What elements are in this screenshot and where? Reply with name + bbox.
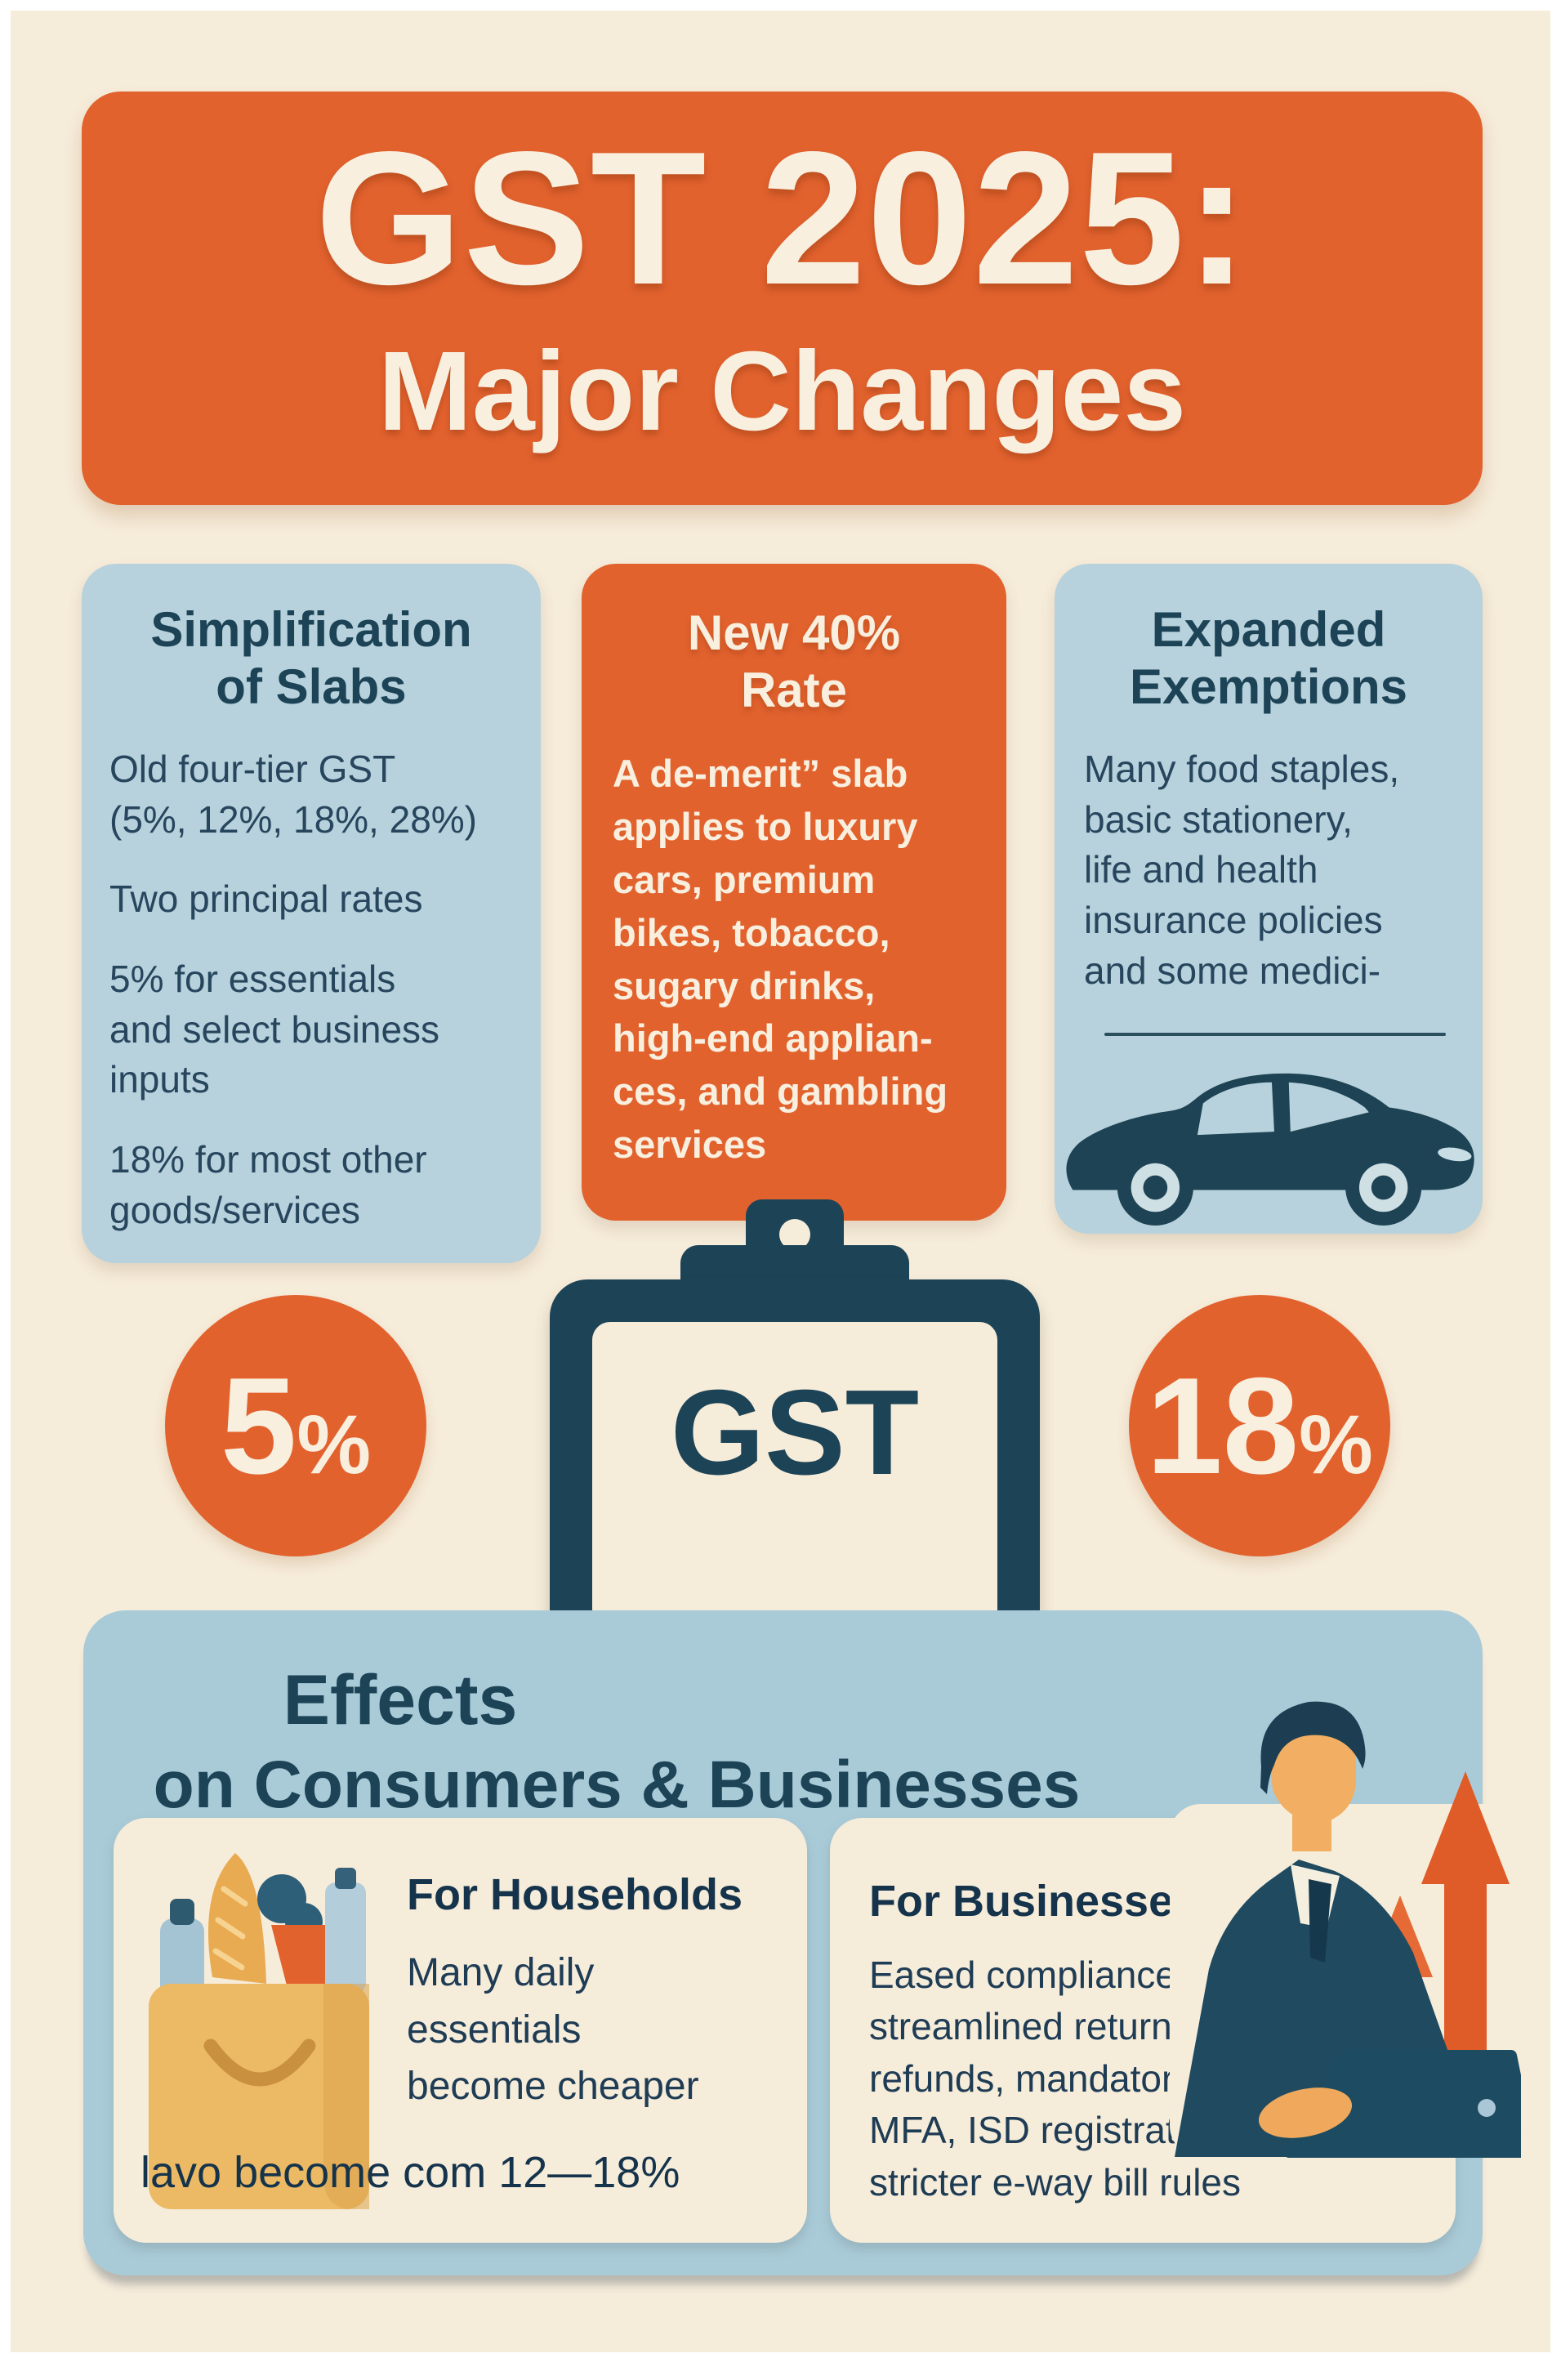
rate-number: 5 [220,1348,297,1503]
card-simplification-of-slabs: Simplification of Slabs Old four-tier GS… [82,564,541,1263]
rate-text: 18% [1146,1347,1373,1505]
businesses-body: Eased compliance streamlined returns, re… [869,1954,1287,2204]
slab-paragraph: 5% for essentials and select business in… [109,958,440,1101]
slab-paragraph: 18% for most other goods/services [109,1137,427,1231]
card-title: Expanded Exemptions [1129,602,1408,714]
page-subtitle: Major Changes [377,328,1187,454]
households-note: lavo become com 12—18% [140,2148,680,2197]
businessman-laptop-icon [1170,1701,1521,2158]
card-expanded-exemptions: Expanded Exemptions Many food staples, b… [1055,564,1483,1234]
effects-title-line2: on Consumers & Businesses [153,1748,1081,1822]
car-icon [1066,1073,1474,1226]
card-title: Simplification of Slabs [150,602,472,714]
card-body: A de-merit” slab applies to luxury cars,… [613,752,948,1167]
divider-line [1104,1033,1446,1036]
rate-text: 5% [221,1347,371,1505]
slab-paragraph: Two principal rates [109,877,423,921]
header-banner: GST 2025: Major Changes [82,92,1483,505]
effects-title-line1: Effects [283,1661,518,1739]
percent-sign: % [1299,1397,1373,1491]
businesses-title: For Businesses [869,1877,1198,1926]
page-title: GST 2025: [314,113,1250,324]
clipboard-paper [592,1322,997,1655]
rate-badge-5-percent: 5% [165,1295,426,1556]
card-body: Many food staples, basic stationery, lif… [1084,748,1400,992]
rate-badge-18-percent: 18% [1129,1295,1390,1556]
grocery-bag-icon [149,1853,369,2209]
slab-paragraph: Old four-tier GST (5%, 12%, 18%, 28%) [109,748,478,841]
percent-sign: % [297,1397,372,1491]
rate-number: 18 [1146,1348,1300,1503]
card-new-40-rate: New 40% Rate A de-merit” slab applies to… [582,564,1006,1221]
clipboard-hole [779,1219,810,1250]
households-title: For Households [407,1870,743,1919]
households-body: Many daily essentials become cheaper [407,1951,699,2109]
card-title: New 40% Rate [687,605,901,717]
